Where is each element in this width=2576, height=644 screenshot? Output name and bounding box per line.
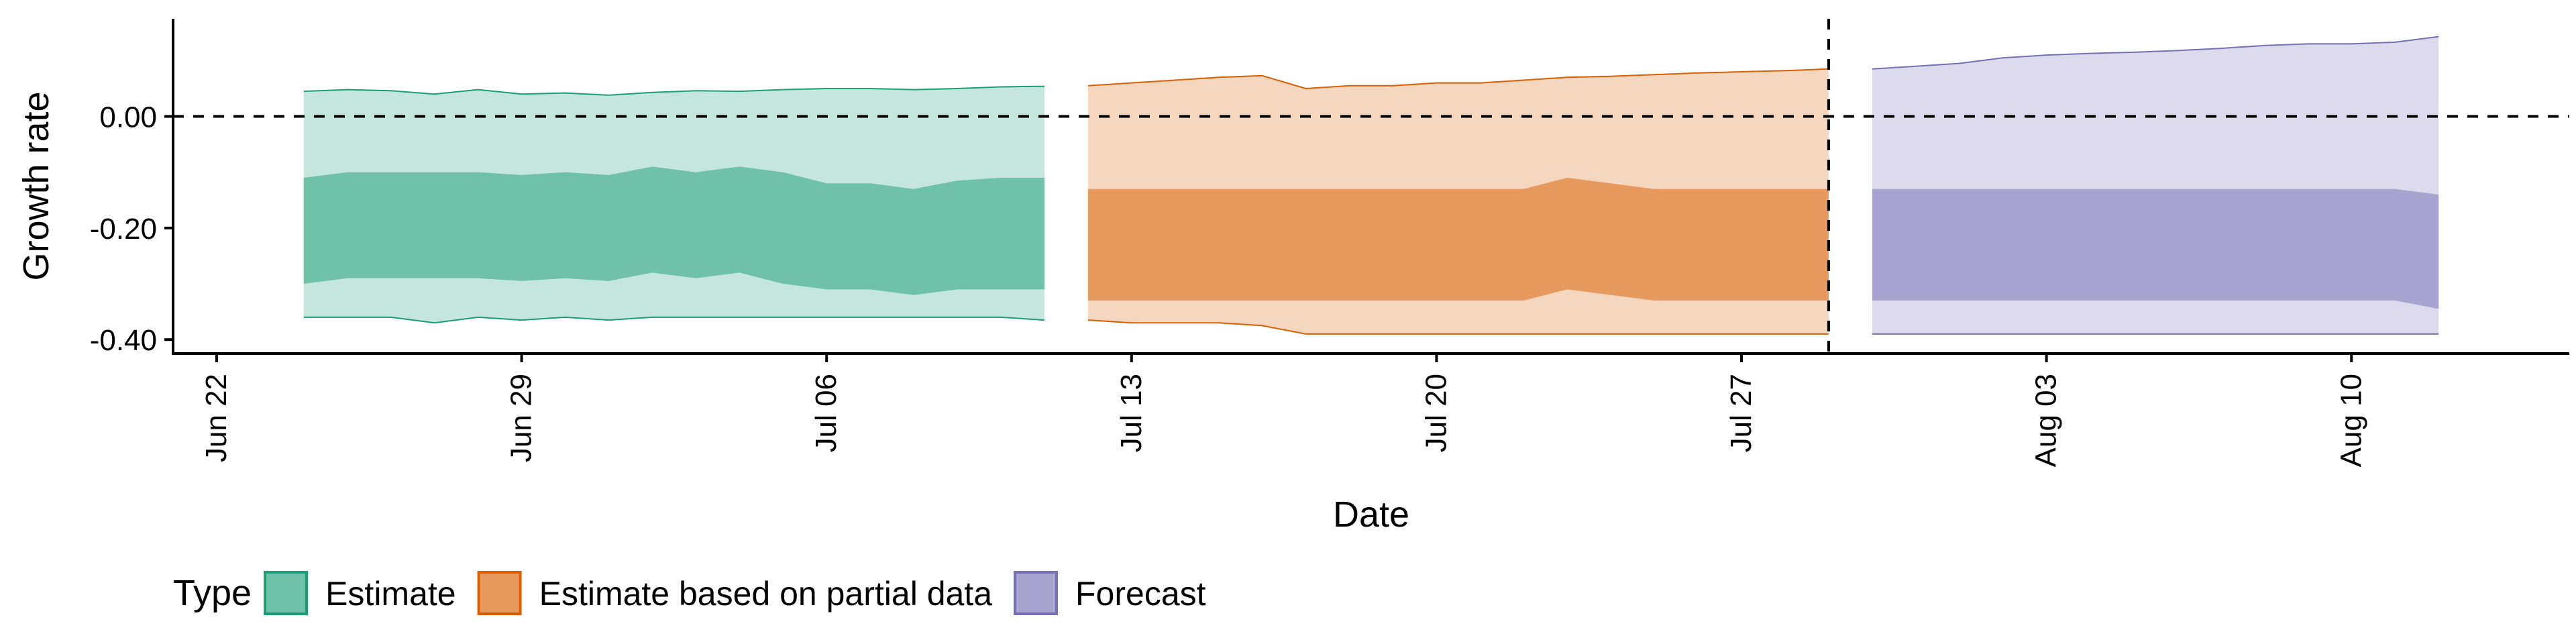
x-tick-label: Jun 22 (200, 374, 233, 462)
upper-edge-2 (1872, 36, 2439, 70)
series-0 (303, 85, 1044, 324)
legend-title: Type (173, 573, 252, 613)
upper-edge-0 (303, 85, 1044, 96)
legend-label: Forecast (1075, 575, 1206, 612)
lower-edge-1 (1087, 319, 1829, 335)
series-1 (1087, 68, 1829, 335)
y-axis-title: Growth rate (16, 91, 56, 280)
x-tick-label: Jul 06 (810, 374, 843, 452)
legend-swatch (264, 571, 309, 615)
x-tick-label: Jun 29 (505, 374, 538, 462)
x-tick-label: Jul 27 (1725, 374, 1758, 452)
ribbon-layer (303, 36, 2439, 335)
series-2 (1872, 36, 2439, 335)
legend-item: Estimate based on partial data (477, 571, 993, 615)
legend-item: Estimate (264, 571, 456, 615)
x-tick-label: Jul 13 (1115, 374, 1148, 452)
legend-swatch (1014, 571, 1059, 615)
x-tick-label: Aug 03 (2030, 374, 2063, 467)
legend-item: Forecast (1014, 571, 1206, 615)
legend: Type Estimate Estimate based on partial da… (173, 571, 1206, 615)
axes (172, 19, 2569, 355)
reference-lines (173, 19, 2569, 354)
y-axis-ticks: 0.00 -0.20 -0.40 (90, 101, 173, 357)
inner-band-1 (1087, 178, 1829, 301)
x-tick-label: Jul 20 (1419, 374, 1452, 452)
x-axis-title: Date (1333, 494, 1409, 535)
legend-swatch (477, 571, 522, 615)
y-tick-label: -0.20 (90, 213, 157, 246)
y-tick-label: -0.40 (90, 324, 157, 357)
y-tick-label: 0.00 (99, 101, 157, 134)
x-axis-ticks: Jun 22 Jun 29 Jul 06 Jul 13 Jul 20 Jul 27 Aug … (200, 354, 2367, 467)
x-tick-label: Aug 10 (2334, 374, 2367, 467)
inner-band-0 (303, 166, 1044, 295)
inner-band-2 (1872, 189, 2439, 309)
upper-edge-1 (1087, 68, 1829, 90)
legend-label: Estimate (325, 575, 456, 612)
lower-edge-0 (303, 316, 1044, 324)
legend-label: Estimate based on partial data (539, 575, 993, 612)
